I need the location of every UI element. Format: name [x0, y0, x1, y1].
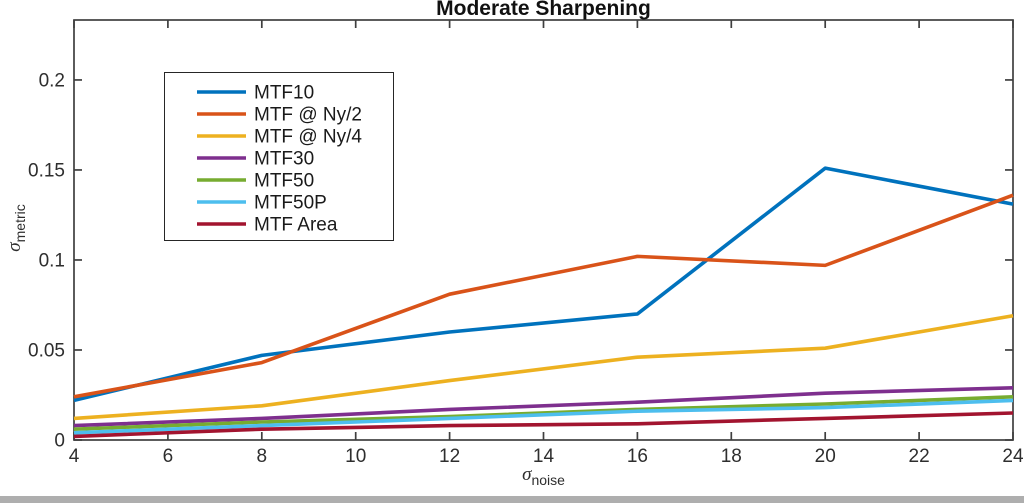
legend-label-mtf50: MTF50 [254, 171, 314, 192]
series-line-mtf50p [73, 398, 1014, 435]
series-line-mtf10 [73, 166, 1014, 403]
x-tick-label: 4 [69, 446, 80, 467]
y-tick-label: 0 [54, 431, 65, 452]
y-tick-label: 0.1 [39, 250, 65, 271]
legend-label-mtf30: MTF30 [254, 149, 314, 170]
y-axis-label-symbol: σ [4, 242, 25, 252]
x-tick-label: 16 [627, 446, 648, 467]
x-axis-label-subscript: noise [531, 472, 565, 488]
x-tick-label: 20 [815, 446, 836, 467]
legend-label-mtf10: MTF10 [254, 83, 314, 104]
series-line-mtf-ny-2 [73, 193, 1014, 399]
x-tick-label: 12 [439, 446, 460, 467]
x-tick-label: 8 [257, 446, 268, 467]
series-line-mtf30 [73, 385, 1014, 428]
legend-label-mtf50p: MTF50P [254, 193, 327, 214]
x-axis-label: σnoise [74, 464, 1013, 488]
page-bottom-strip [0, 496, 1024, 503]
x-tick-label: 6 [163, 446, 174, 467]
x-tick-label: 18 [721, 446, 742, 467]
x-tick-label: 22 [909, 446, 930, 467]
y-tick-label: 0.2 [39, 70, 65, 91]
y-tick-label: 0.15 [28, 160, 65, 181]
legend-label-mtf-ny-2: MTF @ Ny/2 [254, 105, 362, 126]
legend-label-mtf-ny-4: MTF @ Ny/4 [254, 127, 362, 148]
x-tick-label: 14 [533, 446, 555, 467]
x-tick-label: 24 [1002, 446, 1024, 467]
series-line-mtf-area [73, 411, 1014, 439]
chart-title: Moderate Sharpening [436, 0, 651, 20]
legend-label-mtf-area: MTF Area [254, 215, 338, 236]
x-tick-label: 10 [345, 446, 366, 467]
x-axis-label-symbol: σ [522, 464, 532, 485]
series-line-mtf-ny-4 [73, 314, 1014, 421]
y-axis-label-subscript: metric [12, 204, 28, 243]
y-tick-label: 0.05 [28, 340, 65, 361]
